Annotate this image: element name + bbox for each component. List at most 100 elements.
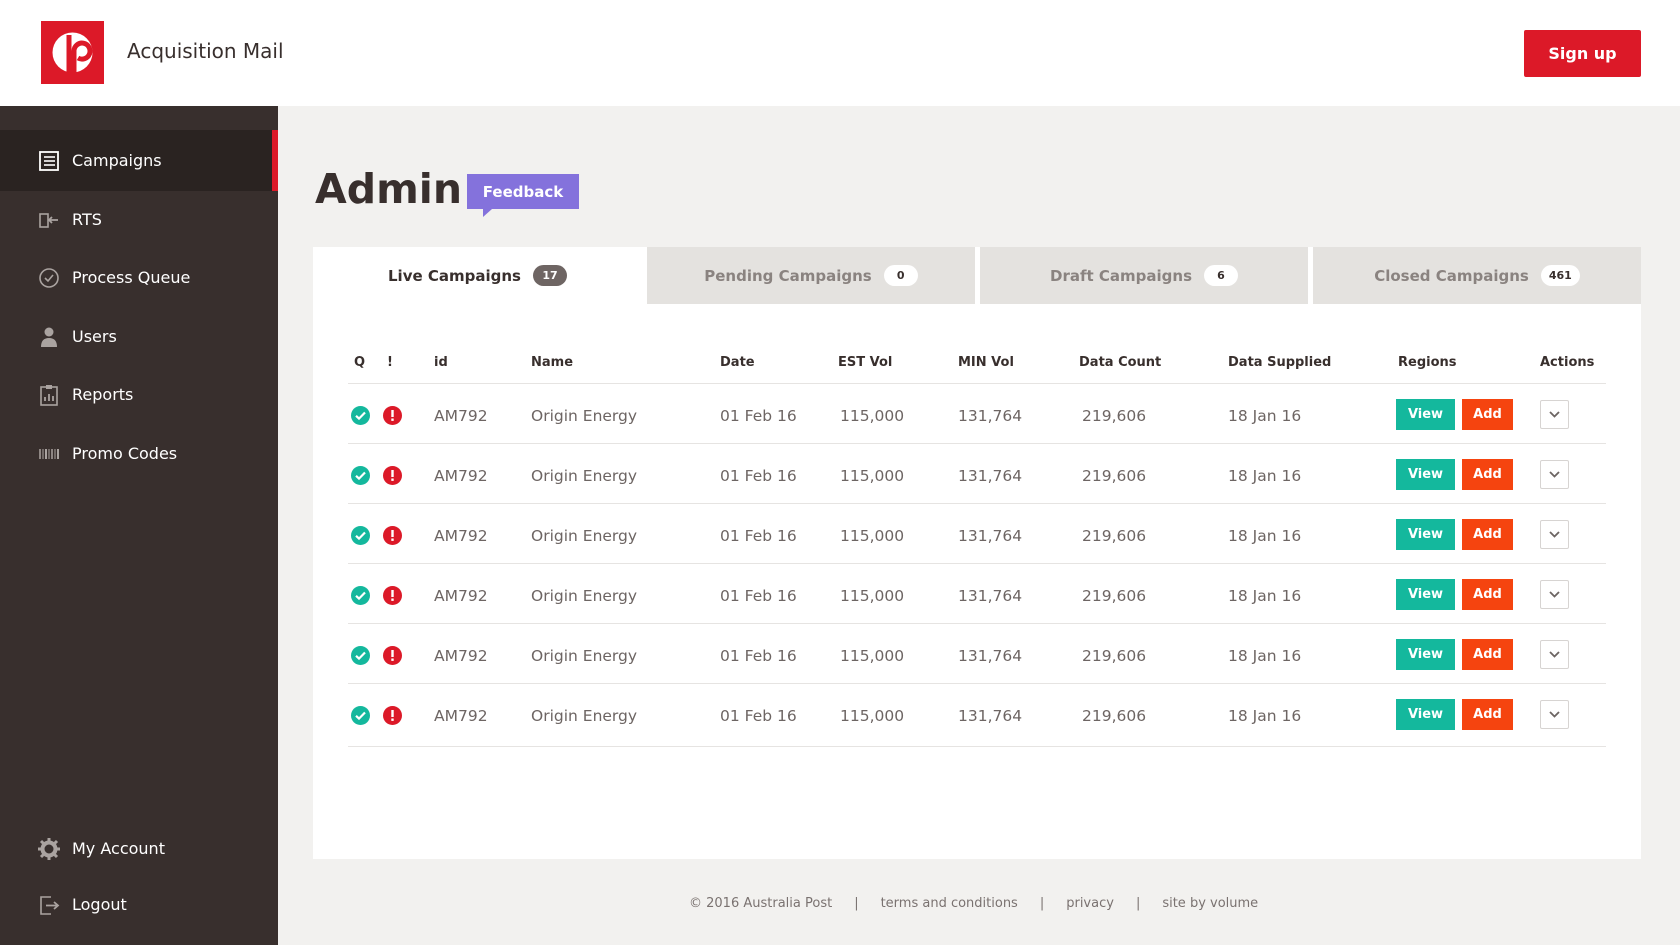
- cell-name: Origin Energy: [531, 707, 638, 725]
- cell-est-vol: 115,000: [840, 527, 905, 545]
- cell-data-count: 219,606: [1082, 467, 1147, 485]
- page-title: Admin: [315, 165, 463, 213]
- sidebar-item-logout[interactable]: Logout: [0, 874, 278, 935]
- cell-est-vol: 115,000: [840, 707, 905, 725]
- sidebar-item-promo-codes[interactable]: Promo Codes: [0, 423, 278, 484]
- cell-data-count: 219,606: [1082, 527, 1147, 545]
- report-icon: [38, 384, 60, 406]
- tab-closed-campaigns[interactable]: Closed Campaigns 461: [1313, 247, 1641, 304]
- barcode-icon: [38, 443, 60, 465]
- col-data-count: Data Count: [1079, 355, 1162, 370]
- col-min-vol: MIN Vol: [958, 355, 1014, 370]
- footer-privacy-link[interactable]: privacy: [1066, 896, 1114, 911]
- check-circle-icon: [351, 406, 370, 425]
- tab-pending-campaigns[interactable]: Pending Campaigns 0: [647, 247, 975, 304]
- actions-dropdown-button[interactable]: [1540, 640, 1569, 669]
- add-regions-button[interactable]: Add: [1462, 699, 1513, 730]
- sidebar-item-process-queue[interactable]: Process Queue: [0, 247, 278, 308]
- col-est-vol: EST Vol: [838, 355, 893, 370]
- col-id: id: [434, 355, 448, 370]
- add-regions-button[interactable]: Add: [1462, 399, 1513, 430]
- sidebar-item-rts[interactable]: RTS: [0, 189, 278, 250]
- sidebar: Campaigns RTS Process Queue Users Report…: [0, 106, 278, 945]
- check-circle-icon: [351, 526, 370, 545]
- actions-dropdown-button[interactable]: [1540, 700, 1569, 729]
- footer-terms-link[interactable]: terms and conditions: [880, 896, 1018, 911]
- sidebar-item-campaigns[interactable]: Campaigns: [0, 130, 278, 191]
- campaigns-card: Live Campaigns 17 Pending Campaigns 0 Dr…: [313, 247, 1641, 859]
- cell-min-vol: 131,764: [958, 527, 1023, 545]
- chevron-down-icon: [1549, 591, 1560, 598]
- cell-name: Origin Energy: [531, 587, 638, 605]
- cell-min-vol: 131,764: [958, 407, 1023, 425]
- alert-circle-icon: [383, 466, 402, 485]
- tab-label: Closed Campaigns: [1374, 266, 1529, 285]
- col-actions: Actions: [1540, 355, 1595, 370]
- sidebar-item-users[interactable]: Users: [0, 306, 278, 367]
- view-regions-button[interactable]: View: [1396, 399, 1455, 430]
- view-regions-button[interactable]: View: [1396, 699, 1455, 730]
- sign-up-button[interactable]: Sign up: [1524, 30, 1641, 77]
- add-regions-button[interactable]: Add: [1462, 459, 1513, 490]
- chevron-down-icon: [1549, 531, 1560, 538]
- cell-data-supplied: 18 Jan 16: [1228, 587, 1302, 605]
- cell-id: AM792: [434, 467, 488, 485]
- cell-data-count: 219,606: [1082, 647, 1147, 665]
- sidebar-item-reports[interactable]: Reports: [0, 364, 278, 425]
- add-regions-button[interactable]: Add: [1462, 519, 1513, 550]
- chevron-down-icon: [1549, 651, 1560, 658]
- view-regions-button[interactable]: View: [1396, 459, 1455, 490]
- check-circle-icon: [351, 466, 370, 485]
- footer-copyright: © 2016 Australia Post: [689, 896, 833, 911]
- app-title: Acquisition Mail: [127, 39, 284, 63]
- return-icon: [38, 209, 60, 231]
- cell-date: 01 Feb 16: [720, 467, 797, 485]
- cell-date: 01 Feb 16: [720, 527, 797, 545]
- clock-icon: [38, 267, 60, 289]
- cell-min-vol: 131,764: [958, 647, 1023, 665]
- australia-post-logo[interactable]: [41, 21, 104, 84]
- col-data-supplied: Data Supplied: [1228, 355, 1332, 370]
- cell-name: Origin Energy: [531, 467, 638, 485]
- col-regions: Regions: [1398, 355, 1457, 370]
- tab-draft-campaigns[interactable]: Draft Campaigns 6: [980, 247, 1308, 304]
- tab-live-campaigns[interactable]: Live Campaigns 17: [313, 247, 642, 304]
- sidebar-item-label: Campaigns: [72, 151, 162, 170]
- add-regions-button[interactable]: Add: [1462, 639, 1513, 670]
- sidebar-item-label: Users: [72, 327, 117, 346]
- table-row: AM792 Origin Energy 01 Feb 16 115,000 13…: [348, 563, 1606, 627]
- cell-id: AM792: [434, 707, 488, 725]
- cell-id: AM792: [434, 587, 488, 605]
- actions-dropdown-button[interactable]: [1540, 520, 1569, 549]
- table-header: Q ! id Name Date EST Vol MIN Vol Data Co…: [348, 355, 1606, 375]
- gear-icon: [38, 838, 60, 860]
- view-regions-button[interactable]: View: [1396, 579, 1455, 610]
- footer-site-by-link[interactable]: site by volume: [1162, 896, 1259, 911]
- tab-count-badge: 17: [532, 265, 567, 286]
- cell-min-vol: 131,764: [958, 467, 1023, 485]
- actions-dropdown-button[interactable]: [1540, 460, 1569, 489]
- sidebar-item-label: RTS: [72, 210, 102, 229]
- actions-dropdown-button[interactable]: [1540, 580, 1569, 609]
- cell-data-supplied: 18 Jan 16: [1228, 407, 1302, 425]
- footer-separator: |: [1135, 896, 1141, 911]
- tab-label: Pending Campaigns: [704, 266, 872, 285]
- add-regions-button[interactable]: Add: [1462, 579, 1513, 610]
- cell-date: 01 Feb 16: [720, 647, 797, 665]
- top-header: Acquisition Mail Sign up: [0, 0, 1680, 106]
- actions-dropdown-button[interactable]: [1540, 400, 1569, 429]
- alert-circle-icon: [383, 646, 402, 665]
- table-row: AM792 Origin Energy 01 Feb 16 115,000 13…: [348, 383, 1606, 447]
- cell-est-vol: 115,000: [840, 467, 905, 485]
- cell-id: AM792: [434, 527, 488, 545]
- logout-icon: [38, 894, 60, 916]
- view-regions-button[interactable]: View: [1396, 519, 1455, 550]
- cell-data-count: 219,606: [1082, 587, 1147, 605]
- view-regions-button[interactable]: View: [1396, 639, 1455, 670]
- sidebar-item-my-account[interactable]: My Account: [0, 818, 278, 879]
- chevron-down-icon: [1549, 411, 1560, 418]
- cell-est-vol: 115,000: [840, 647, 905, 665]
- feedback-button[interactable]: Feedback: [467, 174, 579, 217]
- cell-est-vol: 115,000: [840, 407, 905, 425]
- cell-data-count: 219,606: [1082, 407, 1147, 425]
